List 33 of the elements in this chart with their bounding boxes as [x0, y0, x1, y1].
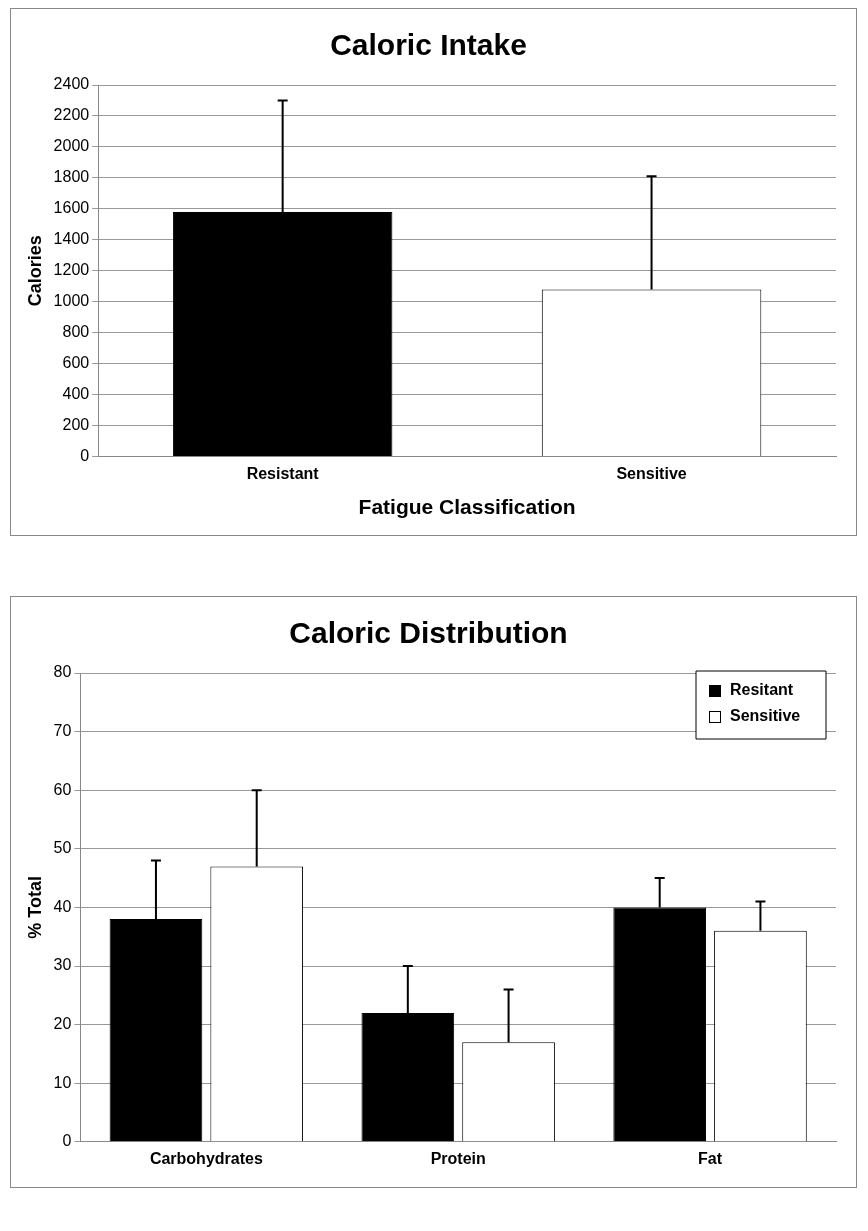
- y-tick-label: 2400: [53, 75, 90, 93]
- legend-label: Sensitive: [730, 707, 801, 725]
- y-tick-label: 1600: [53, 199, 90, 217]
- y-tick-label: 1800: [53, 168, 90, 186]
- x-tick-label: Protein: [430, 1149, 486, 1167]
- y-tick-label: 80: [53, 663, 72, 681]
- legend-label: Resitant: [730, 681, 794, 699]
- y-tick-label: 2000: [53, 137, 90, 155]
- y-tick-label: 1400: [53, 230, 90, 248]
- y-tick-label: 0: [62, 1132, 72, 1150]
- y-tick-label: 10: [53, 1073, 72, 1091]
- y-tick-label: 40: [53, 897, 72, 915]
- x-tick-label: Carbohydrates: [149, 1149, 263, 1167]
- y-tick-label: 1000: [53, 292, 90, 310]
- y-tick-label: 200: [62, 416, 90, 434]
- x-tick-label: Fat: [698, 1149, 723, 1167]
- x-axis-title: Fatigue Classification: [358, 495, 576, 519]
- y-tick-label: 70: [53, 722, 72, 740]
- y-tick-label: 30: [53, 956, 72, 974]
- y-tick-label: 400: [62, 385, 90, 403]
- y-tick-label: 800: [62, 323, 90, 341]
- y-tick-label: 50: [53, 839, 72, 857]
- y-tick-label: 1200: [53, 261, 90, 279]
- chart-title: Caloric Intake: [330, 28, 527, 62]
- y-axis-title: Calories: [24, 235, 45, 307]
- y-axis-title: % Total: [24, 876, 45, 939]
- y-tick-label: 20: [53, 1015, 72, 1033]
- x-tick-label: Resistant: [246, 464, 320, 482]
- y-tick-label: 2200: [53, 106, 90, 124]
- y-tick-label: 600: [62, 354, 90, 372]
- y-tick-label: 60: [53, 780, 72, 798]
- y-tick-label: 0: [80, 447, 90, 465]
- chart-title: Caloric Distribution: [289, 616, 568, 650]
